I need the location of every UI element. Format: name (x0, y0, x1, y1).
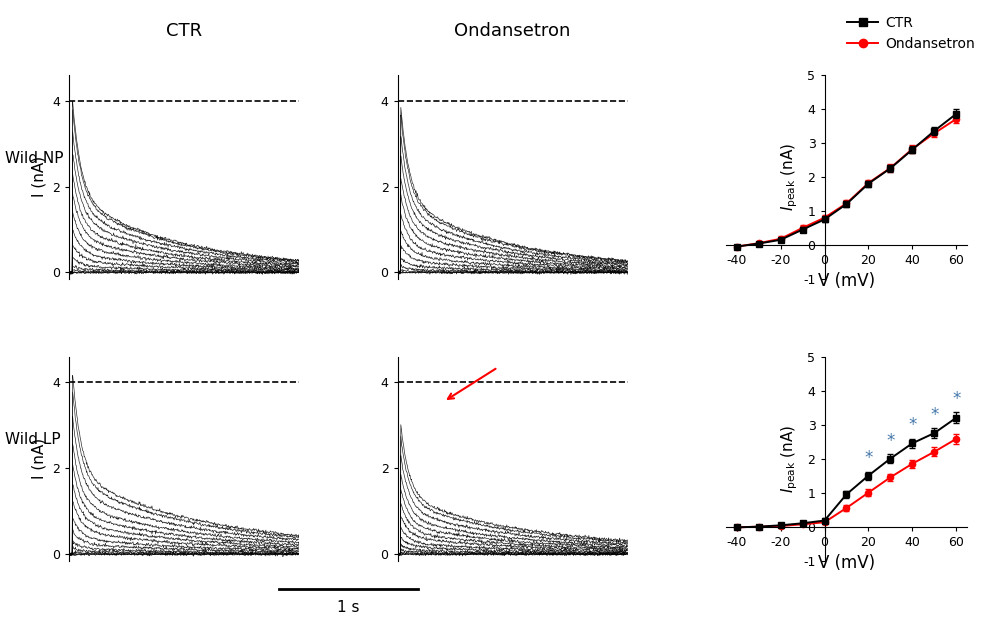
Text: Wild NP: Wild NP (5, 151, 63, 166)
Y-axis label: I (nA): I (nA) (32, 156, 47, 197)
Text: *: * (908, 416, 917, 434)
Text: *: * (952, 390, 960, 408)
Y-axis label: $I_{\rm peak}$ (nA): $I_{\rm peak}$ (nA) (780, 424, 801, 493)
X-axis label: V (mV): V (mV) (818, 272, 875, 290)
Legend: CTR, Ondansetron: CTR, Ondansetron (842, 10, 980, 56)
Y-axis label: $I_{\rm peak}$ (nA): $I_{\rm peak}$ (nA) (780, 143, 801, 211)
Text: *: * (886, 432, 895, 450)
Text: 1 s: 1 s (337, 600, 360, 615)
Text: *: * (864, 449, 873, 467)
Text: Ondansetron: Ondansetron (454, 22, 570, 40)
X-axis label: V (mV): V (mV) (818, 554, 875, 573)
Text: CTR: CTR (167, 22, 202, 40)
Y-axis label: I (nA): I (nA) (32, 438, 47, 479)
Text: Wild LP: Wild LP (5, 432, 61, 447)
Text: *: * (930, 406, 938, 424)
